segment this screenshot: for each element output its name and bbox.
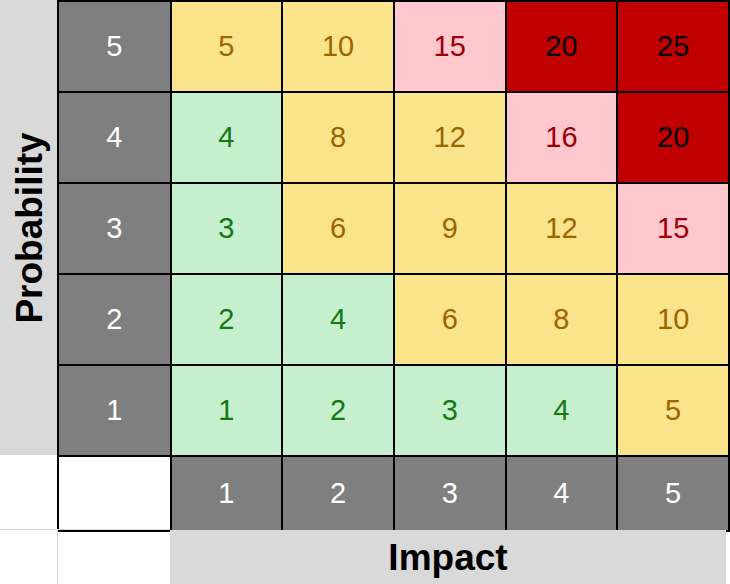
risk-cell[interactable]: 15: [394, 1, 506, 92]
corner-cell: [58, 456, 171, 531]
matrix-body: 5510152025448121620336912152246810112345…: [58, 1, 729, 531]
impact-header-cell[interactable]: 4: [506, 456, 618, 531]
risk-cell[interactable]: 8: [282, 92, 394, 183]
risk-cell[interactable]: 5: [171, 1, 283, 92]
probability-header-cell[interactable]: 4: [58, 92, 171, 183]
risk-matrix: Probability 5510152025448121620336912152…: [0, 0, 730, 584]
probability-header-cell[interactable]: 1: [58, 365, 171, 456]
impact-header-cell[interactable]: 5: [617, 456, 729, 531]
matrix-row: 33691215: [58, 183, 729, 274]
risk-cell[interactable]: 20: [506, 1, 618, 92]
probability-axis-label: Probability: [10, 132, 47, 323]
risk-cell[interactable]: 1: [171, 365, 283, 456]
risk-cell[interactable]: 12: [506, 183, 618, 274]
risk-cell[interactable]: 16: [506, 92, 618, 183]
probability-header-cell[interactable]: 3: [58, 183, 171, 274]
risk-cell[interactable]: 3: [171, 183, 283, 274]
matrix-row: 448121620: [58, 92, 729, 183]
gridline-horizontal: [0, 529, 170, 530]
probability-header-cell[interactable]: 2: [58, 274, 171, 365]
risk-cell[interactable]: 5: [617, 365, 729, 456]
impact-axis-band: Impact: [170, 530, 726, 584]
risk-cell[interactable]: 10: [617, 274, 729, 365]
probability-axis-band: Probability: [0, 0, 57, 455]
impact-header-cell[interactable]: 3: [394, 456, 506, 531]
risk-cell[interactable]: 3: [394, 365, 506, 456]
risk-cell[interactable]: 8: [506, 274, 618, 365]
risk-cell[interactable]: 2: [171, 274, 283, 365]
impact-header-cell[interactable]: 1: [171, 456, 283, 531]
matrix-row: 5510152025: [58, 1, 729, 92]
risk-cell[interactable]: 6: [394, 274, 506, 365]
risk-cell[interactable]: 2: [282, 365, 394, 456]
matrix-row: 2246810: [58, 274, 729, 365]
impact-header-cell[interactable]: 2: [282, 456, 394, 531]
impact-header-row: 12345: [58, 456, 729, 531]
gridline-vertical: [57, 530, 58, 584]
risk-cell[interactable]: 25: [617, 1, 729, 92]
risk-cell[interactable]: 6: [282, 183, 394, 274]
impact-axis-label: Impact: [388, 539, 507, 576]
risk-cell[interactable]: 4: [506, 365, 618, 456]
risk-cell[interactable]: 20: [617, 92, 729, 183]
risk-cell[interactable]: 4: [282, 274, 394, 365]
risk-cell[interactable]: 12: [394, 92, 506, 183]
matrix-row: 112345: [58, 365, 729, 456]
probability-header-cell[interactable]: 5: [58, 1, 171, 92]
risk-cell[interactable]: 10: [282, 1, 394, 92]
risk-cell[interactable]: 15: [617, 183, 729, 274]
risk-cell[interactable]: 4: [171, 92, 283, 183]
risk-cell[interactable]: 9: [394, 183, 506, 274]
risk-matrix-table: 5510152025448121620336912152246810112345…: [57, 0, 730, 532]
